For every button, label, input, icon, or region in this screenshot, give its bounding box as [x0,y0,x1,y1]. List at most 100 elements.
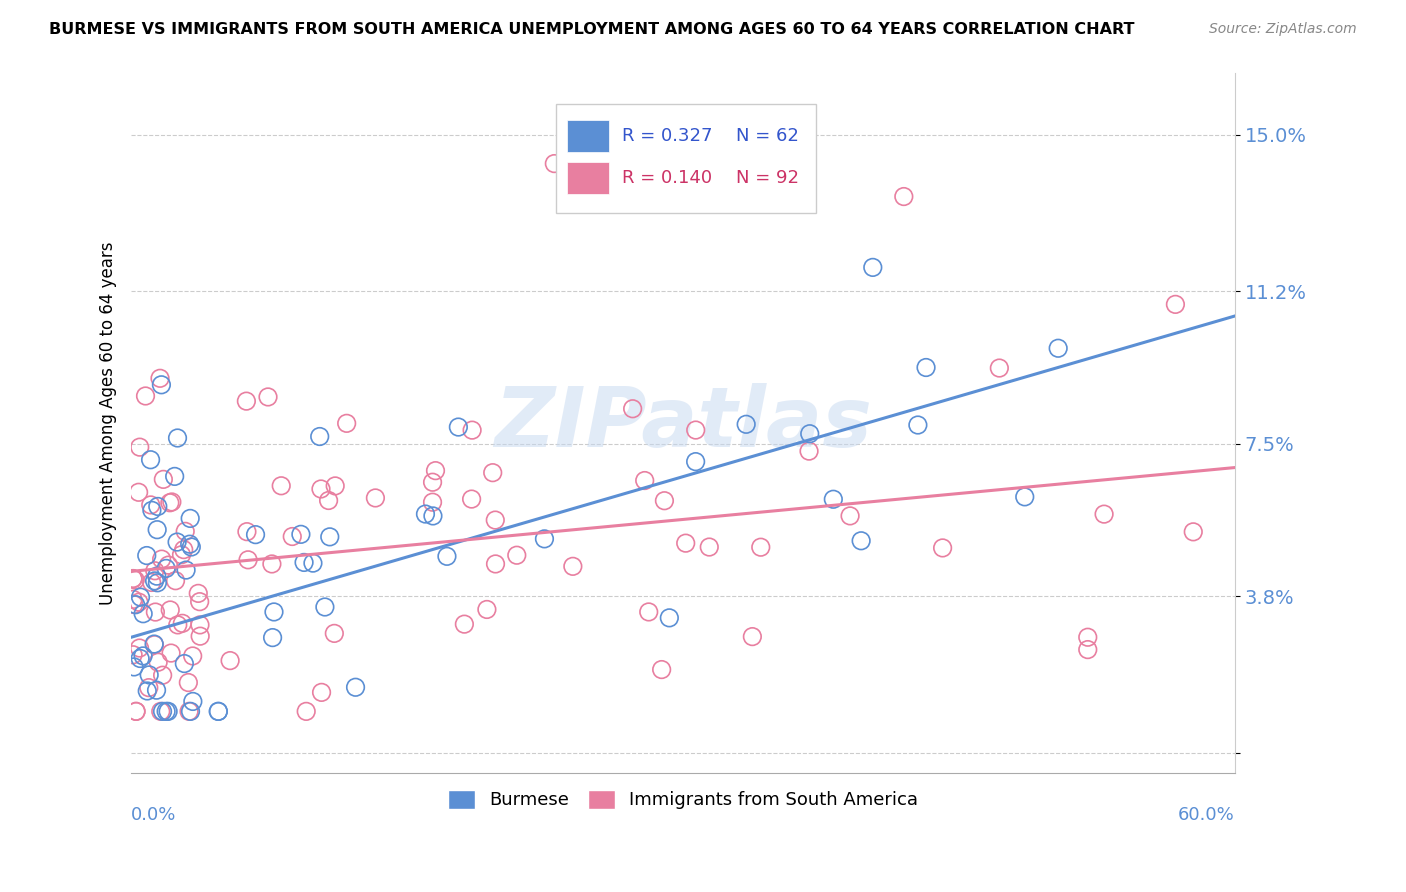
Point [636,189,658,203]
Point [425,464,447,478]
Point [146,655,169,669]
Point [447,420,470,434]
Point [634,474,657,488]
Text: R = 0.327: R = 0.327 [623,127,713,145]
Point [152,472,174,486]
Point [207,705,229,719]
Legend: Burmese, Immigrants from South America: Burmese, Immigrants from South America [441,783,925,817]
FancyBboxPatch shape [557,104,815,213]
Point [281,529,304,543]
Point [174,563,197,577]
Point [179,537,201,551]
Point [543,156,565,170]
Point [173,542,195,557]
Point [143,564,166,578]
Point [132,648,155,663]
Point [174,524,197,539]
Point [139,498,162,512]
Point [160,495,183,509]
Text: N = 62: N = 62 [737,127,799,145]
Point [207,705,229,719]
Point [177,705,200,719]
Point [915,360,938,375]
FancyBboxPatch shape [567,120,609,152]
Point [163,469,186,483]
Point [697,540,720,554]
Point [422,495,444,509]
Point [141,575,163,590]
Point [128,485,150,500]
Point [125,598,148,612]
Point [245,527,267,541]
Point [260,557,283,571]
Point [172,616,194,631]
Text: 60.0%: 60.0% [1178,806,1234,824]
Point [132,607,155,621]
Point [1077,630,1099,644]
Point [336,417,359,431]
Point [128,440,150,454]
Point [149,705,172,719]
Point [179,511,201,525]
Point [988,361,1011,376]
Text: 0.0%: 0.0% [131,806,177,824]
FancyBboxPatch shape [567,162,609,194]
Point [160,646,183,660]
Point [122,572,145,586]
Point [907,417,929,432]
Point [181,648,204,663]
Point [658,611,681,625]
Point [344,680,367,694]
Point [135,549,157,563]
Point [1164,297,1187,311]
Point [128,640,150,655]
Point [219,654,242,668]
Point [143,574,166,588]
Point [122,660,145,674]
Point [129,590,152,604]
Point [136,684,159,698]
Point [122,572,145,586]
Point [323,479,346,493]
Point [319,530,342,544]
Point [621,401,644,416]
Point [146,575,169,590]
Point [741,630,763,644]
Point [309,482,332,496]
Point [173,657,195,671]
Point [188,618,211,632]
Point [181,694,204,708]
Point [139,452,162,467]
Point [143,637,166,651]
Point [270,479,292,493]
Point [735,417,758,432]
Point [150,377,173,392]
Point [561,559,583,574]
Point [138,668,160,682]
Point [145,683,167,698]
Point [122,598,145,612]
Text: ZIPatlas: ZIPatlas [494,383,872,464]
Y-axis label: Unemployment Among Ages 60 to 64 years: Unemployment Among Ages 60 to 64 years [100,242,117,605]
Point [290,527,312,541]
Point [141,503,163,517]
Point [481,466,503,480]
Point [839,508,862,523]
Text: N = 92: N = 92 [737,169,799,187]
Point [422,508,444,523]
Point [749,540,772,554]
Point [134,389,156,403]
Point [314,599,336,614]
Point [166,618,188,632]
Point [415,507,437,521]
Point [292,556,315,570]
Point [157,558,180,573]
Text: BURMESE VS IMMIGRANTS FROM SOUTH AMERICA UNEMPLOYMENT AMONG AGES 60 TO 64 YEARS : BURMESE VS IMMIGRANTS FROM SOUTH AMERICA… [49,22,1135,37]
Point [122,592,145,607]
Point [461,423,484,437]
Point [257,390,280,404]
Point [150,552,173,566]
Point [1182,524,1205,539]
Point [180,540,202,554]
Point [236,553,259,567]
